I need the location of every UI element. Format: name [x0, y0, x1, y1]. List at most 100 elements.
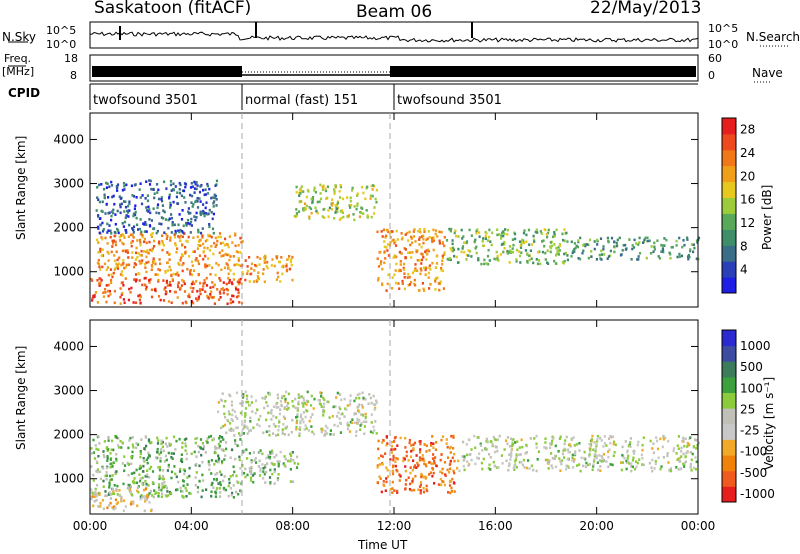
heat-cell [444, 474, 447, 477]
heat-cell [291, 278, 294, 282]
heat-cell [252, 480, 255, 484]
heat-cell [547, 262, 550, 265]
heat-cell [121, 274, 124, 277]
heat-cell [116, 227, 119, 231]
heat-cell [520, 240, 524, 244]
heat-cell [334, 184, 337, 187]
heat-cell [106, 231, 109, 234]
heat-cell [480, 461, 483, 465]
heat-cell [177, 274, 180, 277]
heat-cell [295, 208, 298, 211]
heat-cell [162, 209, 165, 212]
heat-cell [169, 204, 172, 207]
heat-cell [164, 271, 167, 274]
heat-cell [606, 257, 609, 260]
heat-cell [159, 459, 162, 463]
heat-cell [132, 228, 135, 232]
heat-cell [97, 435, 100, 438]
heat-cell [553, 235, 556, 238]
heat-cell [563, 228, 566, 231]
heat-cell [127, 256, 130, 259]
heat-cell [134, 183, 137, 186]
heat-cell [371, 431, 374, 435]
heat-cell [576, 464, 579, 467]
heat-cell [428, 287, 431, 290]
heat-cell [415, 466, 418, 469]
heat-cell [169, 180, 173, 183]
heat-cell [140, 249, 143, 253]
heat-cell [282, 462, 285, 465]
heat-cell [203, 214, 206, 218]
heat-cell [369, 430, 373, 434]
heat-cell [339, 196, 342, 199]
heat-cell [249, 470, 252, 473]
heat-cell [133, 278, 136, 281]
heat-cell [97, 227, 100, 230]
heat-cell [376, 257, 379, 260]
heat-cell [684, 460, 687, 464]
heat-cell [514, 459, 517, 463]
heat-cell [200, 453, 203, 457]
heat-cell [407, 273, 410, 276]
heat-cell [146, 496, 149, 499]
heat-cell [227, 266, 230, 269]
heat-cell [392, 458, 395, 462]
heat-cell [638, 458, 641, 461]
heat-cell [351, 421, 354, 425]
heat-cell [416, 259, 419, 262]
heat-cell [302, 190, 305, 193]
heat-cell [165, 458, 168, 462]
heat-cell [217, 298, 221, 301]
heat-cell [284, 400, 287, 403]
heat-cell [336, 391, 339, 395]
heat-cell [573, 250, 576, 253]
heat-cell [283, 406, 286, 409]
heat-cell [120, 270, 123, 273]
heat-cell [108, 224, 111, 227]
heat-cell [147, 439, 151, 443]
heat-cell [212, 212, 215, 216]
heat-cell [427, 276, 430, 279]
heat-cell [172, 452, 175, 455]
heat-cell [358, 418, 361, 422]
heat-cell [165, 279, 168, 283]
heat-cell [124, 250, 127, 253]
heat-cell [192, 301, 195, 305]
heat-cell [503, 240, 506, 244]
heat-cell [146, 493, 149, 497]
heat-cell [520, 438, 523, 442]
heat-cell [128, 263, 131, 267]
heat-cell [120, 293, 123, 296]
heat-cell [259, 414, 262, 418]
heat-cell [498, 233, 501, 236]
colorbar-tick-label: 1000 [740, 339, 771, 353]
heat-cell [195, 280, 198, 283]
heat-cell [284, 427, 287, 430]
heat-cell [520, 243, 523, 246]
heat-cell [434, 232, 437, 236]
heat-cell [141, 194, 144, 197]
heat-cell [408, 488, 412, 491]
heat-cell [453, 452, 456, 456]
heat-cell [642, 241, 645, 244]
heat-cell [512, 243, 515, 247]
heat-cell [235, 426, 238, 430]
heat-cell [92, 479, 95, 482]
heat-cell [593, 247, 596, 251]
heat-cell [538, 250, 541, 254]
heat-cell [162, 217, 165, 220]
heat-cell [96, 468, 99, 471]
heat-cell [149, 278, 152, 281]
heat-cell [397, 282, 400, 285]
heat-cell [543, 446, 546, 449]
heat-cell [411, 241, 414, 244]
heat-cell [326, 426, 329, 430]
heat-cell [95, 460, 98, 464]
heat-cell [314, 190, 317, 194]
heat-cell [427, 230, 430, 233]
heat-cell [489, 456, 492, 459]
heat-cell [682, 462, 685, 466]
heat-cell [144, 497, 147, 501]
heat-cell [142, 464, 145, 468]
